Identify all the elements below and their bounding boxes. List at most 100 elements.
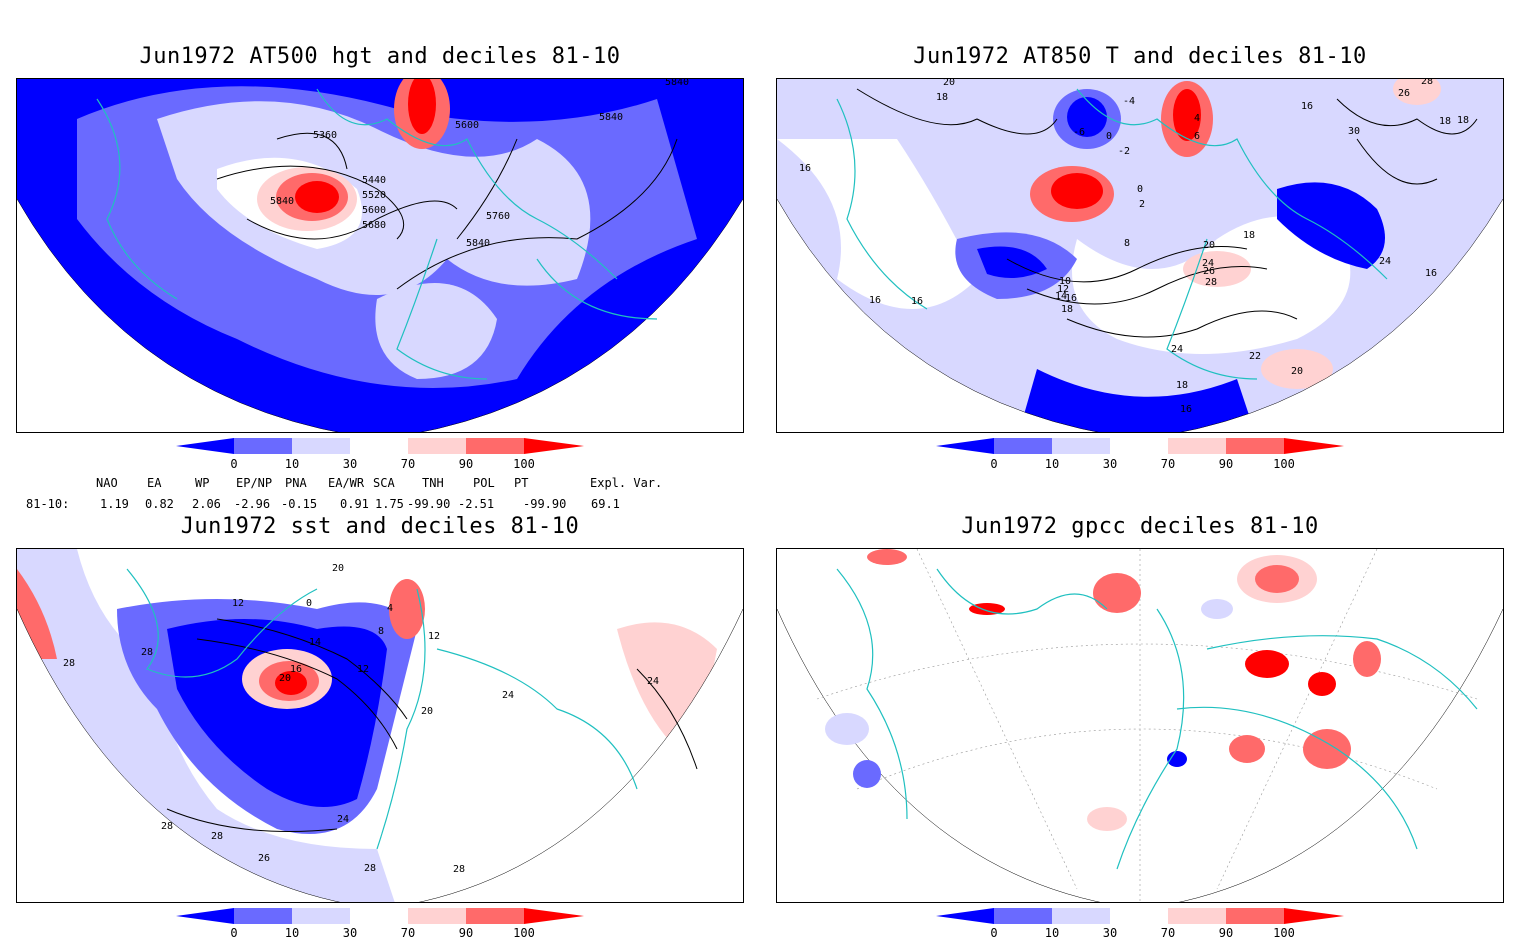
index-header: POL xyxy=(473,476,495,490)
index-value: -2.51 xyxy=(458,497,495,511)
colorbar-seg-4 xyxy=(1168,908,1226,924)
contour-label: 16 xyxy=(1425,268,1437,279)
contour-label: 28 xyxy=(453,864,465,875)
contour-label: 20 xyxy=(279,673,291,684)
contour-label: 20 xyxy=(1291,366,1303,377)
contour-label: 18 xyxy=(1243,230,1255,241)
contour-label: 26 xyxy=(258,853,270,864)
colorbar-seg-0 xyxy=(176,438,234,454)
colorbar-seg-4 xyxy=(408,438,466,454)
panel-title-gpcc: Jun1972 gpcc deciles 81-10 xyxy=(961,514,1319,539)
contour-label: 16 xyxy=(869,295,881,306)
contour-label: 16 xyxy=(1180,404,1192,415)
contour-label: 4 xyxy=(1194,113,1200,124)
contour-label: 24 xyxy=(1171,344,1183,355)
map-gpcc xyxy=(776,548,1504,903)
colorbar-tick: 30 xyxy=(343,457,357,471)
contour-label: -4 xyxy=(1123,96,1135,107)
index-value: 2.06 xyxy=(192,497,221,511)
contour-label: 0 xyxy=(1137,184,1143,195)
colorbar-tick: 0 xyxy=(230,926,237,940)
index-header: EP/NP xyxy=(236,476,273,490)
contour-label: 28 xyxy=(1421,79,1433,87)
index-header: Expl. Var. xyxy=(590,476,663,490)
contour-label: 12 xyxy=(357,664,369,675)
map-hgt500: 5840 5840 5360 5600 5440 5520 5840 5600 … xyxy=(16,78,744,433)
contour-label: -2 xyxy=(1118,146,1130,157)
contour-label: 24 xyxy=(1379,256,1391,267)
colorbar-seg-1 xyxy=(234,908,292,924)
colorbar-seg-4 xyxy=(408,908,466,924)
colorbar-tick: 100 xyxy=(513,457,535,471)
contour-label: 12 xyxy=(428,631,440,642)
index-header: NAO xyxy=(96,476,118,490)
index-header: PNA xyxy=(285,476,307,490)
colorbar-seg-2 xyxy=(1052,438,1110,454)
contour-label: 5360 xyxy=(313,130,337,141)
contour-label: 5680 xyxy=(362,220,386,231)
map-t850: 20 18 16 -4 -6 0 -2 4 6 16 28 26 30 18 0… xyxy=(776,78,1504,433)
contour-label: 8 xyxy=(378,626,384,637)
index-value: 69.1 xyxy=(591,497,620,511)
contour-label: 24 xyxy=(1202,258,1214,269)
contour-label: 20 xyxy=(421,706,433,717)
colorbar-tick: 100 xyxy=(1273,926,1295,940)
contour-label: 5600 xyxy=(362,205,386,216)
colorbar-seg-1 xyxy=(994,438,1052,454)
contour-label: 5840 xyxy=(665,79,689,88)
contour-label: 28 xyxy=(141,647,153,658)
contour-label: 0 xyxy=(306,598,312,609)
colorbar-seg-3 xyxy=(350,438,408,454)
index-value: 1.19 xyxy=(100,497,129,511)
contour-label: 20 xyxy=(332,563,344,574)
colorbar-tick: 70 xyxy=(401,926,415,940)
contour-label: 5600 xyxy=(455,120,479,131)
contour-label: 28 xyxy=(1205,277,1217,288)
colorbar-seg-4 xyxy=(1168,438,1226,454)
contour-label: 30 xyxy=(1348,126,1360,137)
colorbar-sst: 0 10 30 70 90 100 xyxy=(176,908,586,940)
contour-label: 24 xyxy=(337,814,349,825)
colorbar-tick: 0 xyxy=(990,457,997,471)
contour-label: 18 xyxy=(936,92,948,103)
colorbar-seg-5 xyxy=(466,438,524,454)
contour-label: 14 xyxy=(1055,291,1067,302)
contour-label: 18 xyxy=(1439,116,1451,127)
contour-label: 4 xyxy=(387,603,393,614)
colorbar-seg-3 xyxy=(1110,908,1168,924)
contour-label: 28 xyxy=(63,658,75,669)
colorbar-seg-5 xyxy=(1226,908,1284,924)
index-value: -99.90 xyxy=(523,497,567,511)
contour-label: 2 xyxy=(1139,199,1145,210)
colorbar-tick: 10 xyxy=(1045,457,1059,471)
colorbar-tick: 90 xyxy=(1219,457,1233,471)
index-value: 1.75 xyxy=(375,497,404,511)
contour-label: 8 xyxy=(1124,238,1130,249)
index-header: WP xyxy=(195,476,210,490)
contour-label: 5760 xyxy=(486,211,510,222)
index-value: -0.15 xyxy=(281,497,318,511)
contour-label: 20 xyxy=(943,79,955,88)
contour-label: 16 xyxy=(1301,101,1313,112)
index-header: EA xyxy=(147,476,162,490)
colorbar-tick: 10 xyxy=(285,457,299,471)
index-header: TNH xyxy=(422,476,444,490)
contour-label: 26 xyxy=(1398,88,1410,99)
contour-label: 5840 xyxy=(599,112,623,123)
colorbar-seg-3 xyxy=(350,908,408,924)
colorbar-gpcc: 0 10 30 70 90 100 xyxy=(936,908,1346,940)
contour-label: 16 xyxy=(1065,293,1077,304)
colorbar-tick: 90 xyxy=(459,926,473,940)
contour-label: 18 xyxy=(1061,304,1073,315)
contour-label: 10 xyxy=(1059,276,1071,287)
panel-title-t850: Jun1972 AT850 T and deciles 81-10 xyxy=(913,44,1367,69)
colorbar-tick: 100 xyxy=(1273,457,1295,471)
contour-label: 24 xyxy=(647,676,659,687)
contour-label: 12 xyxy=(1057,284,1069,295)
panel-title-sst: Jun1972 sst and deciles 81-10 xyxy=(180,514,580,539)
colorbar-seg-5 xyxy=(1226,438,1284,454)
contour-label: 5840 xyxy=(466,238,490,249)
colorbar-seg-1 xyxy=(994,908,1052,924)
contour-label: 5440 xyxy=(362,175,386,186)
contour-label: 6 xyxy=(1194,131,1200,142)
